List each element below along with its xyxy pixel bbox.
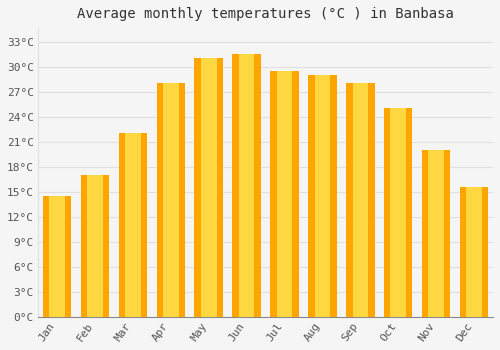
Bar [49, 196, 65, 316]
Bar [232, 54, 261, 316]
Bar [87, 175, 103, 316]
Bar [346, 83, 374, 316]
Bar [352, 83, 368, 316]
Bar [276, 71, 292, 316]
Bar [460, 187, 488, 316]
Bar [390, 108, 406, 316]
Bar [194, 58, 223, 316]
Bar [422, 150, 450, 316]
Bar [270, 71, 299, 316]
Bar [125, 133, 140, 316]
Bar [118, 133, 147, 316]
Bar [466, 187, 482, 316]
Bar [201, 58, 216, 316]
Bar [428, 150, 444, 316]
Bar [43, 196, 72, 316]
Bar [314, 75, 330, 316]
Bar [308, 75, 336, 316]
Bar [163, 83, 178, 316]
Title: Average monthly temperatures (°C ) in Banbasa: Average monthly temperatures (°C ) in Ba… [77, 7, 454, 21]
Bar [156, 83, 185, 316]
Bar [81, 175, 109, 316]
Bar [384, 108, 412, 316]
Bar [239, 54, 254, 316]
